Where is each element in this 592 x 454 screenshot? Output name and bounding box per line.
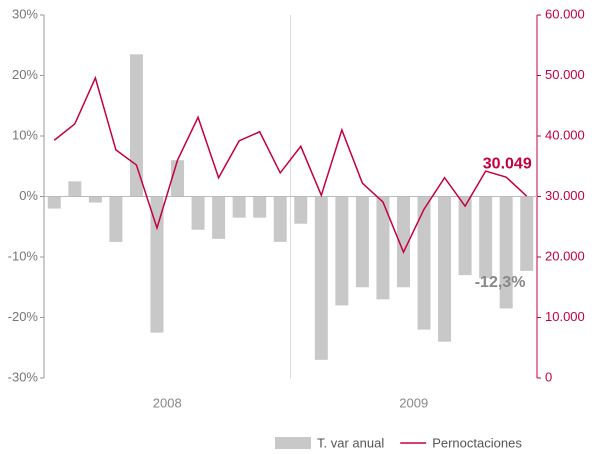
x-group-label: 2008 [153,395,182,410]
line [53,75,528,255]
y-tick-label: 10% [12,127,38,142]
bar [232,196,246,218]
bar [355,196,369,288]
bar [314,196,328,360]
y2-tick-label: 50.000 [545,67,585,82]
legend-label: Pernoctaciones [432,435,522,450]
y2-tick-label: 60.000 [545,6,585,21]
bar [68,181,82,197]
y2-tick-label: 30.000 [545,188,585,203]
bar [499,196,513,309]
y2-tick-label: 40.000 [545,127,585,142]
bar [129,54,143,197]
y-tick-label: -30% [8,369,39,384]
bar [396,196,410,288]
y-tick-label: 30% [12,6,38,21]
y-tick-label: -20% [8,309,39,324]
bar [479,196,493,279]
bar [458,196,472,276]
y2-tick-label: 10.000 [545,309,585,324]
y-tick-label: -10% [8,248,39,263]
bar [520,196,534,271]
bar [191,196,205,230]
bar [335,196,349,306]
bar [109,196,123,242]
y-tick-label: 0% [19,188,38,203]
bar [294,196,308,224]
y2-tick-label: 20.000 [545,248,585,263]
x-group-label: 2009 [399,395,428,410]
y2-tick-label: 0 [545,369,552,384]
bar [171,160,185,197]
bar [150,196,164,333]
bar [273,196,287,242]
y-tick-label: 20% [12,67,38,82]
legend-label: T. var anual [317,435,384,450]
bar [88,196,102,203]
legend-swatch [275,437,311,449]
bar [212,196,226,239]
bar [253,196,267,218]
line-value-label: 30.049 [483,155,532,172]
bar [376,196,390,300]
bar [417,196,431,330]
bar [47,196,61,209]
bar-value-label: -12,3% [475,274,526,291]
bar [438,196,452,342]
